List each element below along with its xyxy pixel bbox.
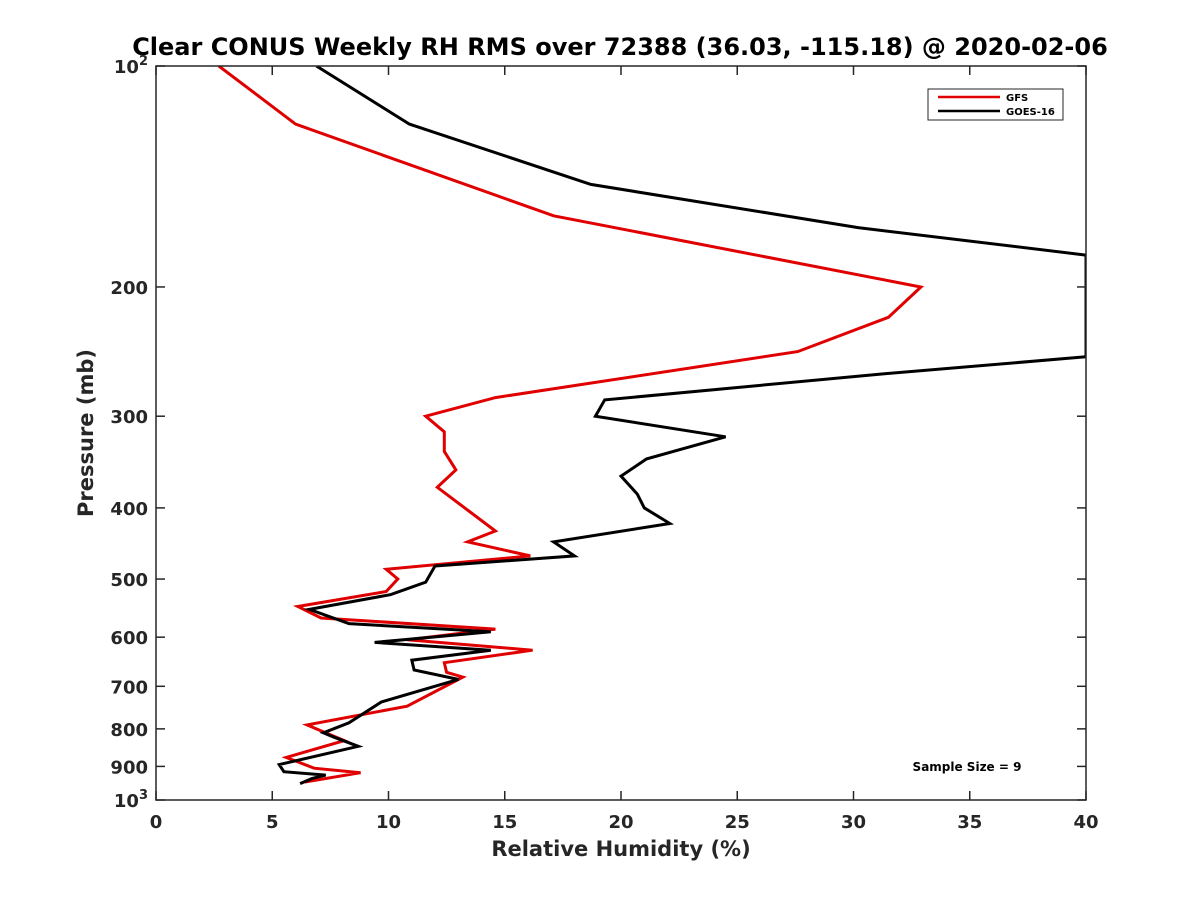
y-tick-label: 400: [110, 499, 148, 520]
y-tick-label: 300: [110, 407, 148, 428]
y-tick-label: 900: [110, 757, 148, 778]
y-tick-label: 500: [110, 570, 148, 591]
legend-label-goes16: GOES-16: [1006, 107, 1055, 118]
sample-size-annotation: Sample Size = 9: [913, 760, 1022, 774]
y-axis-label: Pressure (mb): [74, 349, 98, 517]
x-axis-label: Relative Humidity (%): [491, 837, 750, 861]
legend: GFS GOES-16: [928, 89, 1063, 120]
y-tick-label: 600: [110, 628, 148, 649]
x-tick-label: 30: [841, 812, 866, 833]
chart-title: Clear CONUS Weekly RH RMS over 72388 (36…: [132, 33, 1108, 61]
x-tick-label: 20: [608, 812, 633, 833]
y-tick-label: 700: [110, 677, 148, 698]
x-tick-label: 35: [957, 812, 982, 833]
x-tick-label: 40: [1073, 812, 1098, 833]
x-tick-label: 5: [266, 812, 279, 833]
y-tick-label: 800: [110, 720, 148, 741]
x-tick-label: 0: [150, 812, 163, 833]
chart: Clear CONUS Weekly RH RMS over 72388 (36…: [0, 0, 1200, 900]
x-tick-label: 25: [725, 812, 750, 833]
y-tick-label: 200: [110, 278, 148, 299]
x-tick-label: 15: [492, 812, 517, 833]
x-tick-label: 10: [376, 812, 401, 833]
legend-label-gfs: GFS: [1006, 93, 1028, 104]
